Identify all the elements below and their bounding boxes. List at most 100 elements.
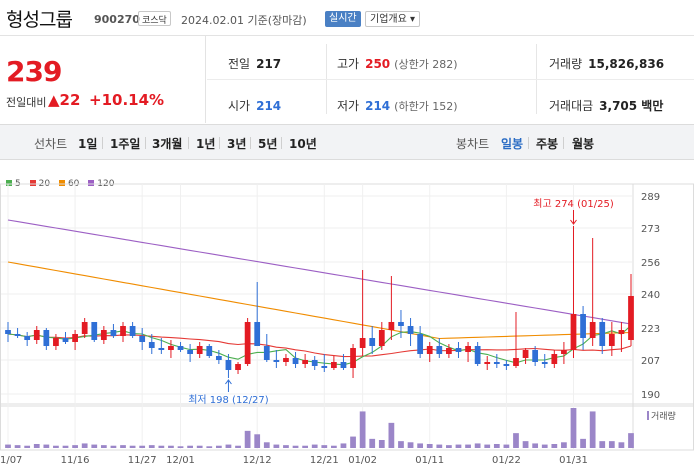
volume-bar (283, 445, 289, 448)
x-tick-label: 12/01 (166, 455, 195, 466)
candle-body (53, 338, 59, 346)
high-arrow-head (570, 219, 577, 225)
volume-bar (72, 445, 78, 448)
quote-panel: 239 전일대비 ▲22 +10.14% 전일 217 고가 250 (상한가 282… (0, 36, 694, 123)
volume-bar (331, 445, 337, 448)
amount-label: 거래대금 (549, 99, 594, 113)
volume-bar (446, 445, 452, 448)
candle-body (139, 336, 146, 342)
volume-bar (311, 444, 318, 448)
x-tick-label: 11/16 (61, 455, 90, 466)
y-tick-label: 240 (641, 290, 660, 301)
candle-body (608, 334, 615, 346)
candle-body (426, 346, 433, 354)
period-1d[interactable]: 1일 (78, 137, 98, 151)
high-annotation: 최고 274 (01/25) (533, 198, 614, 210)
volume-bar (292, 445, 299, 448)
candle-weekly[interactable]: 주봉 (536, 137, 559, 151)
candle-body (5, 330, 11, 334)
candle-body (24, 336, 31, 340)
volume-bar (350, 436, 356, 448)
candle-body (618, 330, 625, 334)
volume-bar (321, 445, 328, 448)
period-3y[interactable]: 3년 (227, 137, 247, 151)
period-5y[interactable]: 5년 (258, 137, 278, 151)
volume-bar (388, 422, 395, 448)
lower-limit: (하한가 152) (394, 100, 458, 113)
volume-bar (493, 444, 500, 448)
candle-monthly[interactable]: 월봉 (572, 137, 595, 151)
volume-bar (359, 411, 366, 448)
candle-body (244, 322, 251, 364)
volume-panel-frame (0, 403, 694, 451)
realtime-button[interactable]: 실시간 (325, 11, 361, 27)
volume-bar (177, 446, 184, 448)
candle-body (81, 322, 88, 334)
candle-body (417, 334, 424, 354)
candle-body (503, 364, 510, 366)
candle-body (100, 330, 107, 340)
volume-bar (551, 444, 558, 448)
upper-limit: (상한가 282) (394, 58, 458, 71)
volume-bar (426, 444, 433, 448)
volume-bar (580, 438, 586, 448)
candle-body (158, 348, 165, 350)
volume-bar (33, 444, 40, 448)
candle-body (33, 330, 40, 340)
volume-bar (570, 408, 577, 448)
candle-body (321, 366, 328, 368)
volume-bar (187, 445, 193, 448)
volume-bar (513, 433, 519, 448)
candle-body (263, 346, 270, 360)
volume-bar (599, 441, 606, 448)
volume-bar (5, 444, 11, 448)
price-box: 239 전일대비 ▲22 +10.14% (0, 36, 206, 123)
volume-bar (532, 443, 539, 448)
volume-bar (254, 434, 261, 448)
x-tick-label: 12/12 (243, 455, 272, 466)
volume-value: 15,826,836 (588, 57, 665, 71)
open-price: 시가 214 (228, 97, 281, 114)
x-tick-label: 11/27 (128, 455, 157, 466)
candle-daily[interactable]: 일봉 (501, 137, 524, 151)
candle-body (407, 326, 414, 334)
candle-body (168, 346, 174, 350)
candle-body (110, 330, 117, 336)
candle-body (474, 346, 481, 364)
candle-body (215, 356, 222, 360)
candle-body (302, 360, 308, 364)
period-1y[interactable]: 1년 (196, 137, 216, 151)
high-label: 고가 (337, 57, 360, 71)
x-tick-label: 01/02 (348, 455, 377, 466)
high-value: 250 (365, 57, 391, 71)
period-10y[interactable]: 10년 (289, 137, 317, 151)
divider (250, 137, 251, 149)
candle-body (292, 358, 299, 364)
volume-bar (43, 444, 50, 448)
candle-body (378, 330, 385, 346)
price-panel-frame (0, 183, 694, 407)
candle-body (369, 338, 376, 346)
company-overview-dropdown[interactable]: 기업개요 ▾ (365, 11, 420, 27)
volume-bar (608, 441, 615, 448)
candle-body (541, 362, 548, 364)
period-3m[interactable]: 3개월 (152, 137, 183, 151)
candle-body (225, 360, 232, 370)
legend-swatch (29, 180, 36, 186)
candle-body (589, 322, 596, 338)
low-arrow-head (225, 379, 232, 385)
y-tick-label: 289 (641, 192, 660, 203)
legend-swatch (88, 180, 95, 186)
volume-bar (53, 445, 59, 448)
divider (207, 79, 694, 80)
low-annotation: 최저 198 (12/27) (188, 394, 269, 406)
volume-panel-label: 거래량 (651, 410, 676, 422)
price-change-percent: +10.14% (89, 91, 165, 109)
volume-bar (62, 445, 69, 448)
candle-body (14, 334, 21, 336)
period-1w[interactable]: 1주일 (110, 137, 141, 151)
x-tick-label: 12/21 (310, 455, 339, 466)
x-tick-label: 11/07 (0, 455, 22, 466)
volume-bar (81, 443, 88, 448)
